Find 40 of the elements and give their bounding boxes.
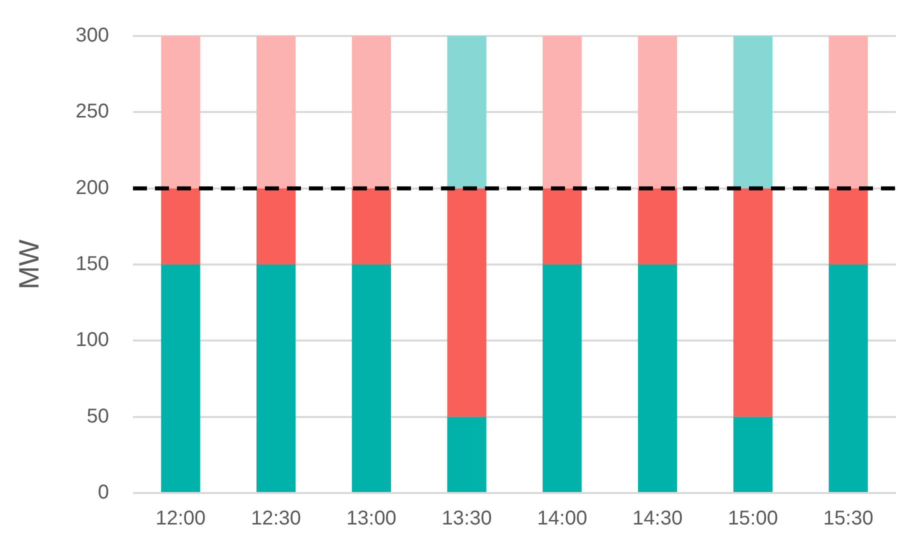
bar	[161, 264, 200, 492]
bar	[161, 188, 200, 264]
y-tick-label: 0	[98, 482, 109, 504]
bar	[447, 416, 486, 492]
bar	[447, 188, 486, 417]
bar	[542, 264, 582, 492]
x-tick-label: 14:00	[537, 508, 588, 530]
bar	[161, 36, 200, 188]
bar	[542, 188, 582, 264]
bar	[638, 264, 678, 492]
y-tick-label: 100	[76, 329, 109, 352]
bar	[352, 188, 391, 264]
bar	[352, 36, 391, 188]
x-tick-label: 13:00	[346, 508, 396, 530]
bar	[733, 188, 772, 417]
bar	[733, 416, 772, 492]
x-tick-label: 12:00	[156, 508, 206, 530]
y-tick-label: 50	[86, 405, 109, 428]
x-tick-label: 12:30	[251, 508, 302, 530]
bar	[542, 36, 582, 188]
y-tick-label: 200	[76, 176, 109, 199]
bar	[256, 264, 296, 492]
bar	[638, 36, 678, 188]
x-tick-label: 13:30	[442, 508, 492, 530]
bar	[828, 264, 868, 492]
bar	[733, 36, 772, 188]
y-tick-label: 150	[76, 253, 109, 276]
bar	[828, 36, 868, 188]
bar	[828, 188, 868, 264]
bar	[638, 188, 678, 264]
bar	[256, 188, 296, 264]
x-tick-label: 15:00	[728, 508, 778, 530]
y-tick-label: 250	[76, 100, 109, 123]
x-tick-label: 15:30	[823, 508, 874, 530]
bar	[447, 36, 486, 188]
bar	[352, 264, 391, 492]
y-axis-title: MW	[14, 239, 45, 290]
x-tick-label: 14:30	[632, 508, 683, 530]
bar	[256, 36, 296, 188]
y-tick-label: 300	[76, 24, 109, 47]
